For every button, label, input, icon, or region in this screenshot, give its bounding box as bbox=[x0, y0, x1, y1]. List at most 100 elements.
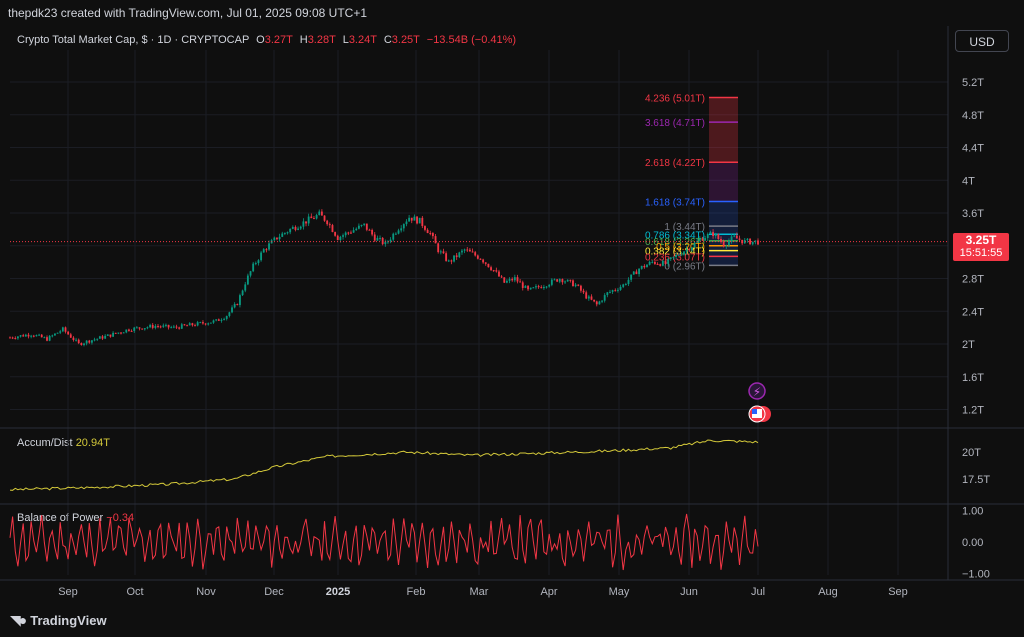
candle-body bbox=[305, 221, 307, 224]
price-tick-label: 2.8T bbox=[962, 274, 984, 286]
candle-body bbox=[43, 337, 46, 339]
candle-body bbox=[622, 284, 625, 287]
candle-body bbox=[151, 324, 154, 328]
currency-button[interactable]: USD bbox=[955, 30, 1009, 52]
candle-body bbox=[749, 238, 751, 245]
fib-level-label: 4.236 (5.01T) bbox=[645, 94, 705, 105]
candle-body bbox=[672, 256, 675, 258]
candle-body bbox=[22, 335, 25, 337]
candle-body bbox=[328, 224, 331, 226]
ad-tick-label: 17.5T bbox=[962, 474, 990, 486]
candle-body bbox=[611, 290, 614, 292]
candle-body bbox=[326, 220, 329, 225]
candle-body bbox=[257, 260, 260, 264]
candle-body bbox=[191, 323, 194, 326]
lightning-event-icon[interactable] bbox=[748, 382, 766, 400]
fibonacci-extension: 4.236 (5.01T) 3.618 (4.71T) 2.618 (4.22T) 1… bbox=[645, 94, 738, 272]
candle-body bbox=[392, 233, 395, 240]
candle-body bbox=[51, 335, 54, 337]
candle-body bbox=[299, 226, 302, 229]
candle-body bbox=[149, 324, 152, 328]
candle-body bbox=[384, 241, 387, 245]
candle-body bbox=[262, 249, 265, 253]
candle-body bbox=[500, 276, 503, 278]
price-tick-label: 3.6T bbox=[962, 208, 984, 220]
candle-body bbox=[693, 242, 696, 248]
candle-body bbox=[48, 335, 51, 341]
fib-level-label: 0 (2.96T) bbox=[664, 261, 705, 272]
candle-body bbox=[209, 322, 212, 324]
bop-tick-label: 0.00 bbox=[962, 537, 983, 549]
tradingview-logo[interactable]: ◥● TradingView bbox=[10, 612, 107, 629]
candle-body bbox=[640, 265, 643, 269]
candle-body bbox=[231, 307, 233, 313]
candle-body bbox=[283, 232, 286, 234]
candle-body bbox=[659, 264, 662, 266]
candle-body bbox=[363, 223, 366, 225]
fib-level-label: 0.786 (3.34T) bbox=[645, 230, 705, 241]
candle-body bbox=[268, 243, 270, 250]
candle-body bbox=[458, 252, 461, 258]
candle-body bbox=[624, 284, 627, 286]
candle-body bbox=[540, 287, 543, 289]
bop-tick-label: 1.00 bbox=[962, 506, 983, 518]
candle-body bbox=[561, 279, 564, 283]
time-tick-label: Aug bbox=[818, 586, 838, 598]
candle-body bbox=[513, 277, 516, 281]
ad-tick-label: 20T bbox=[962, 447, 981, 459]
candle-body bbox=[379, 237, 381, 239]
candle-body bbox=[109, 334, 112, 337]
candle-body bbox=[521, 282, 524, 288]
candle-body bbox=[188, 323, 191, 326]
candle-body bbox=[405, 221, 408, 225]
candle-body bbox=[252, 263, 255, 272]
fib-level-label: 0.5 (3.20T) bbox=[656, 242, 705, 253]
candle-body bbox=[609, 291, 611, 293]
candle-body bbox=[701, 238, 704, 241]
candle-body bbox=[445, 253, 448, 261]
time-tick-label: Jul bbox=[751, 586, 765, 598]
candle-body bbox=[606, 292, 609, 296]
candle-body bbox=[579, 285, 582, 291]
candle-body bbox=[196, 322, 199, 326]
candle-body bbox=[683, 251, 685, 255]
candle-body bbox=[19, 335, 22, 337]
balance-of-power-line bbox=[9, 513, 759, 571]
bop-tick-label: −1.00 bbox=[962, 568, 990, 580]
grid-lines bbox=[10, 50, 948, 575]
candle-body bbox=[675, 254, 677, 257]
candle-body bbox=[498, 271, 500, 277]
candle-body bbox=[72, 337, 75, 340]
candle-body bbox=[482, 259, 485, 263]
candle-body bbox=[690, 247, 693, 251]
price-tick-label: 5.2T bbox=[962, 77, 984, 89]
candle-body bbox=[365, 223, 368, 230]
candle-body bbox=[532, 287, 535, 289]
candle-body bbox=[228, 312, 231, 317]
candle-body bbox=[297, 228, 300, 230]
fib-level-label: 1 (3.44T) bbox=[664, 222, 705, 233]
high-label: H bbox=[299, 34, 308, 46]
candle-body bbox=[302, 221, 305, 227]
candle-body bbox=[80, 343, 83, 346]
candle-body bbox=[545, 286, 548, 288]
candle-body bbox=[239, 295, 241, 306]
candle-body bbox=[720, 239, 722, 242]
candle-body bbox=[157, 325, 159, 327]
candle-body bbox=[207, 323, 210, 325]
candle-body bbox=[733, 235, 736, 237]
change-value: −13.54B (−0.41%) bbox=[426, 34, 517, 46]
candle-body bbox=[704, 238, 707, 241]
last-price-badge: 3.25T 15:51:55 bbox=[953, 233, 1009, 261]
candle-body bbox=[67, 331, 70, 335]
candle-body bbox=[344, 232, 347, 236]
candle-body bbox=[646, 264, 648, 268]
fib-level-label: 2.618 (4.22T) bbox=[645, 158, 705, 169]
candle-body bbox=[569, 279, 572, 281]
candle-body bbox=[254, 263, 257, 265]
candle-body bbox=[357, 225, 360, 229]
candle-body bbox=[246, 275, 249, 285]
candle-body bbox=[688, 248, 691, 251]
bop-label: Balance of Power bbox=[17, 512, 104, 524]
